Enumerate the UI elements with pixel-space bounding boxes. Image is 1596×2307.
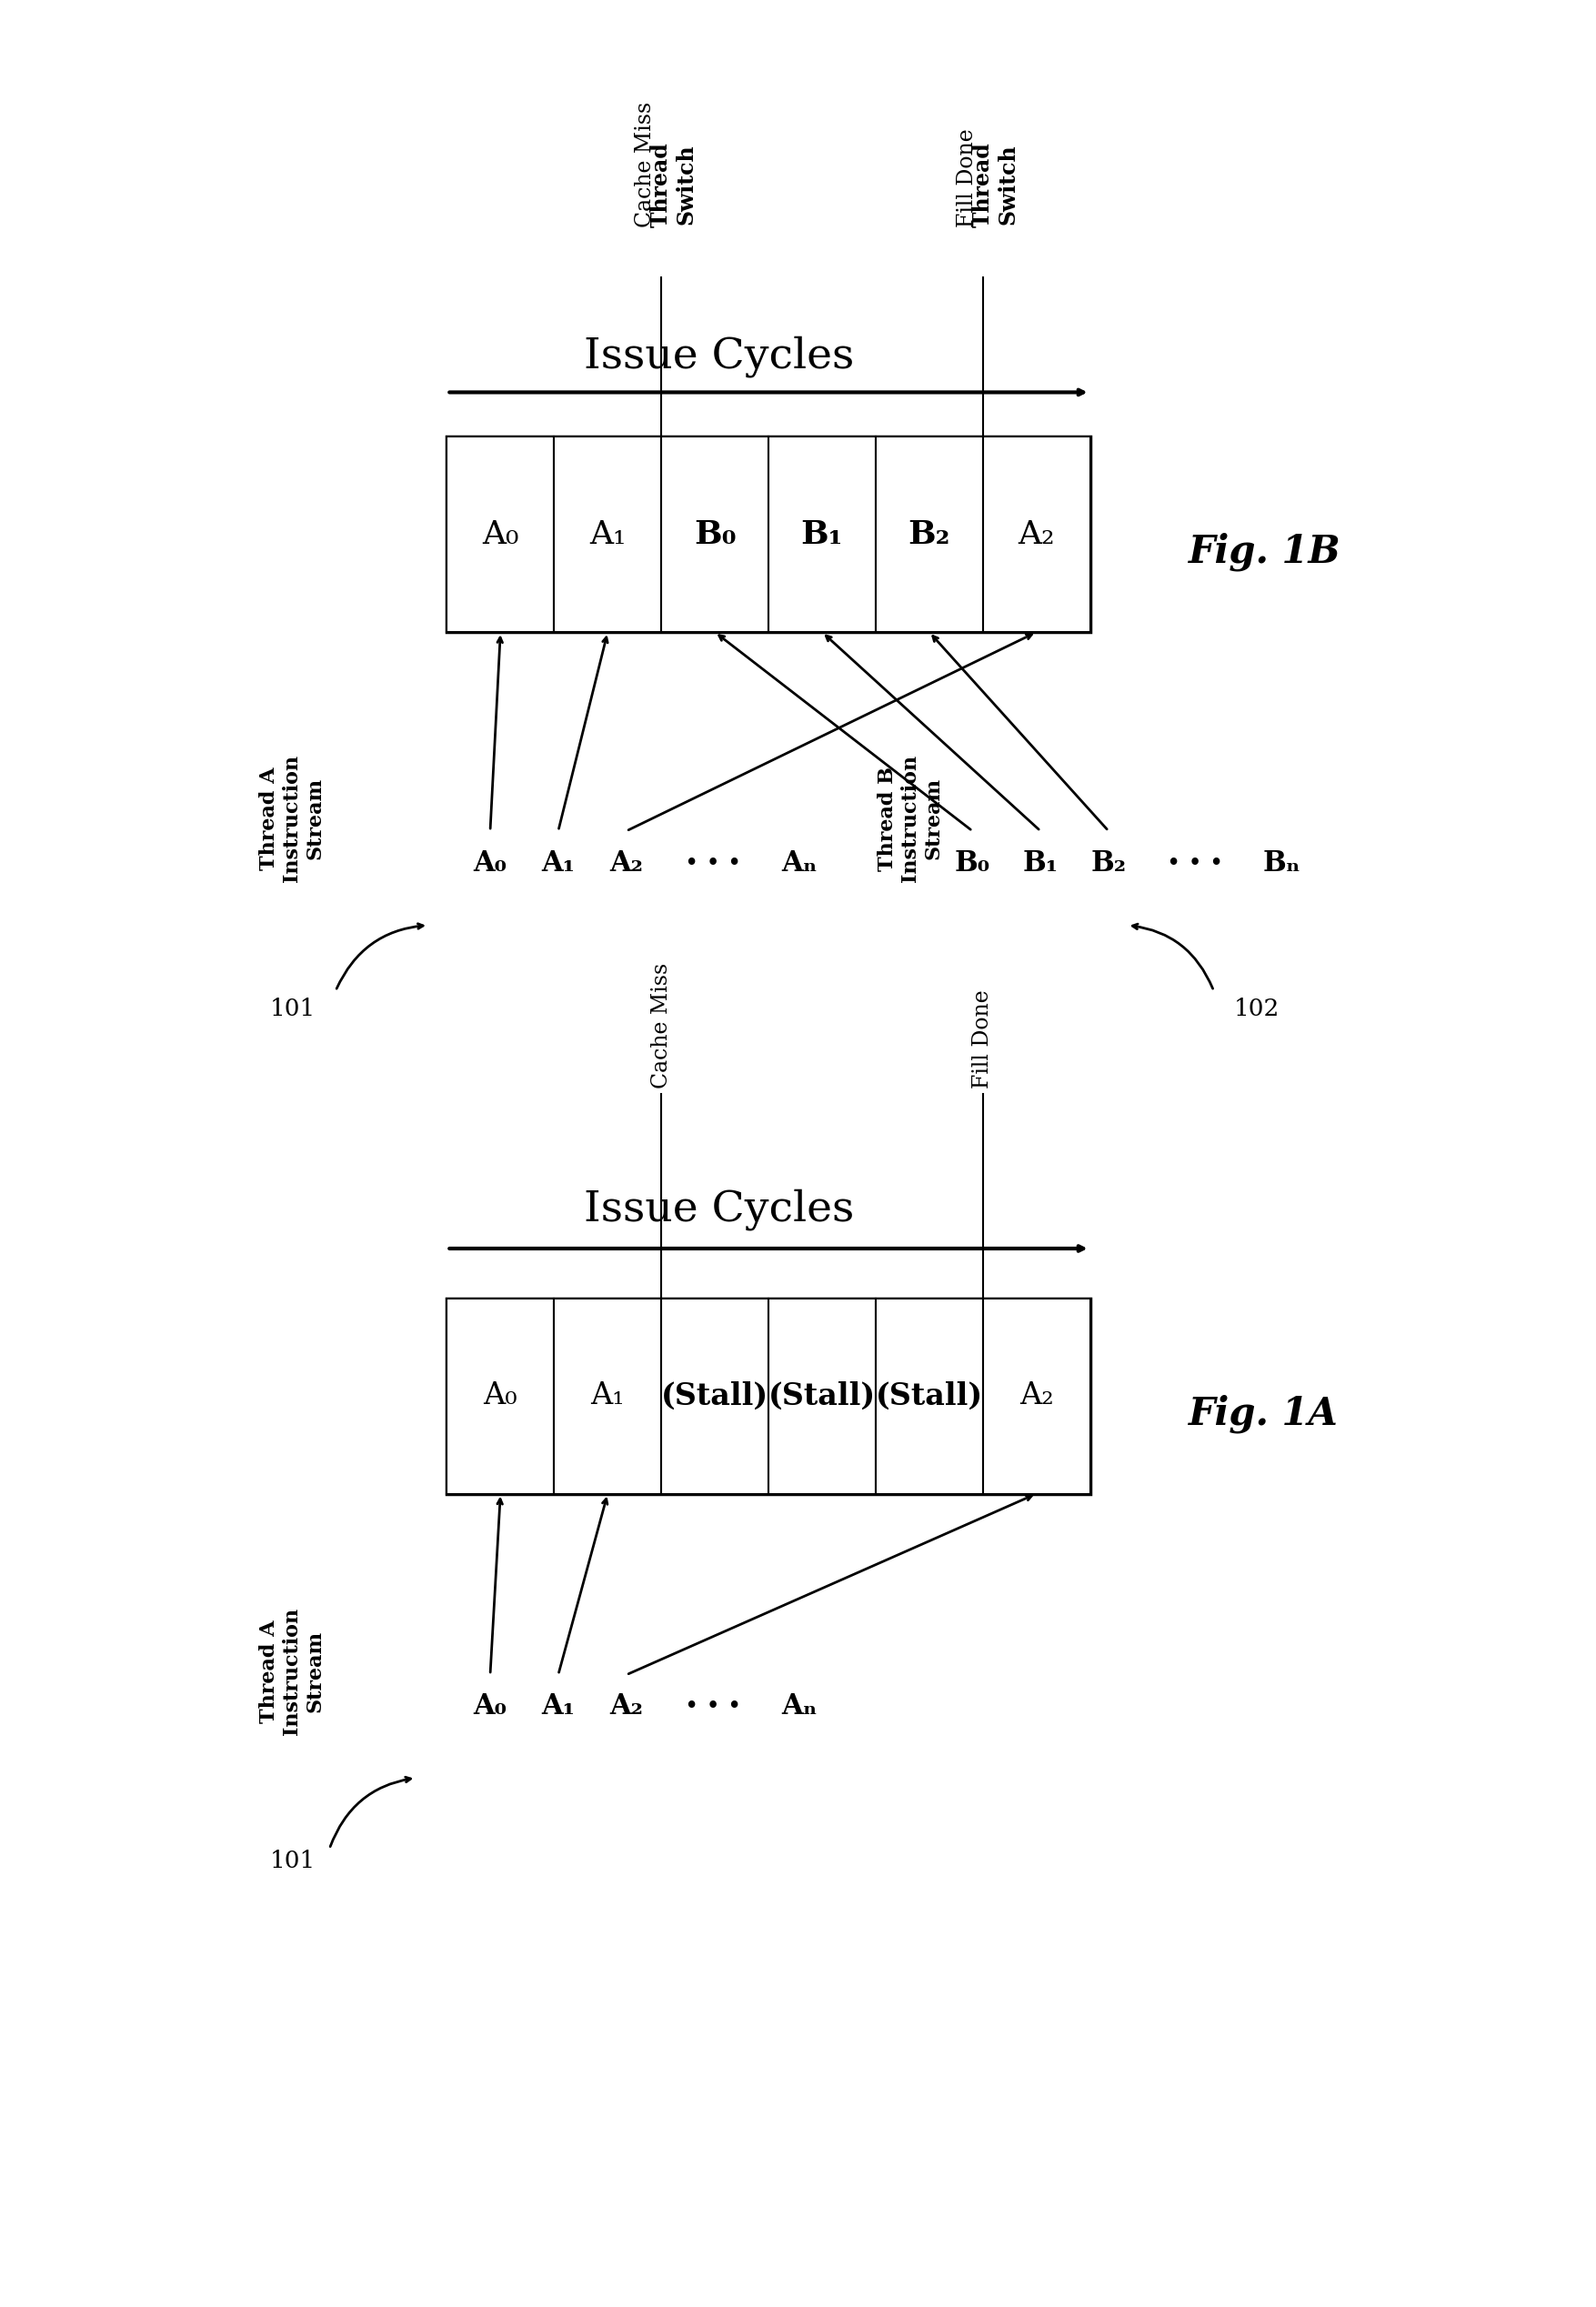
Bar <box>447 436 554 632</box>
Text: 101: 101 <box>270 1850 314 1873</box>
Text: Fill Done: Fill Done <box>972 990 993 1089</box>
Text: A₂: A₂ <box>1020 1382 1053 1410</box>
Text: Thread
Switch: Thread Switch <box>650 141 697 226</box>
Text: A₂: A₂ <box>610 1693 643 1721</box>
Bar <box>983 1299 1090 1493</box>
Text: Thread A
Instruction
Stream: Thread A Instruction Stream <box>259 1608 326 1735</box>
Text: A₀: A₀ <box>474 849 508 877</box>
Text: Cache Miss: Cache Miss <box>651 962 672 1089</box>
Text: 101: 101 <box>270 997 314 1020</box>
Bar <box>983 436 1090 632</box>
Text: A₂: A₂ <box>610 849 643 877</box>
Text: B₁: B₁ <box>1023 849 1058 877</box>
Text: • • •: • • • <box>1167 851 1224 874</box>
Text: B₀: B₀ <box>694 519 736 549</box>
Text: 102: 102 <box>1234 997 1280 1020</box>
Text: A₁: A₁ <box>591 1382 624 1410</box>
Bar <box>554 1299 661 1493</box>
Text: (Stall): (Stall) <box>876 1382 983 1412</box>
Bar <box>447 1299 554 1493</box>
Text: • • •: • • • <box>685 851 741 874</box>
Text: A₂: A₂ <box>1018 519 1055 549</box>
Text: A₁: A₁ <box>541 849 575 877</box>
Bar <box>769 1299 876 1493</box>
Text: Bₙ: Bₙ <box>1262 849 1301 877</box>
Text: Cache Miss: Cache Miss <box>635 102 656 226</box>
Text: A₀: A₀ <box>474 1693 508 1721</box>
Bar <box>661 436 769 632</box>
Text: (Stall): (Stall) <box>768 1382 876 1412</box>
Text: Fig. 1B: Fig. 1B <box>1189 533 1342 572</box>
Text: Thread
Switch: Thread Switch <box>972 141 1018 226</box>
Bar <box>554 436 661 632</box>
Text: Aₙ: Aₙ <box>782 1693 817 1721</box>
Text: Fill Done: Fill Done <box>956 129 977 226</box>
Text: Fig. 1A: Fig. 1A <box>1189 1393 1339 1433</box>
Text: B₁: B₁ <box>801 519 843 549</box>
Text: Aₙ: Aₙ <box>782 849 817 877</box>
Text: Issue Cycles: Issue Cycles <box>584 1188 854 1230</box>
Text: Thread B
Instruction
Stream: Thread B Instruction Stream <box>878 754 943 881</box>
Text: B₂: B₂ <box>908 519 950 549</box>
Text: A₁: A₁ <box>541 1693 575 1721</box>
Text: B₀: B₀ <box>954 849 991 877</box>
Text: • • •: • • • <box>685 1696 741 1719</box>
Text: B₂: B₂ <box>1090 849 1127 877</box>
Text: A₀: A₀ <box>482 519 519 549</box>
Bar <box>769 436 876 632</box>
Bar <box>876 1299 983 1493</box>
Text: (Stall): (Stall) <box>661 1382 769 1412</box>
Text: A₁: A₁ <box>589 519 626 549</box>
Text: A₀: A₀ <box>484 1382 517 1410</box>
Bar <box>447 436 1090 632</box>
Text: Thread A
Instruction
Stream: Thread A Instruction Stream <box>259 754 326 881</box>
Text: Issue Cycles: Issue Cycles <box>584 337 854 378</box>
Bar <box>447 1299 1090 1493</box>
Bar <box>661 1299 769 1493</box>
Bar <box>876 436 983 632</box>
